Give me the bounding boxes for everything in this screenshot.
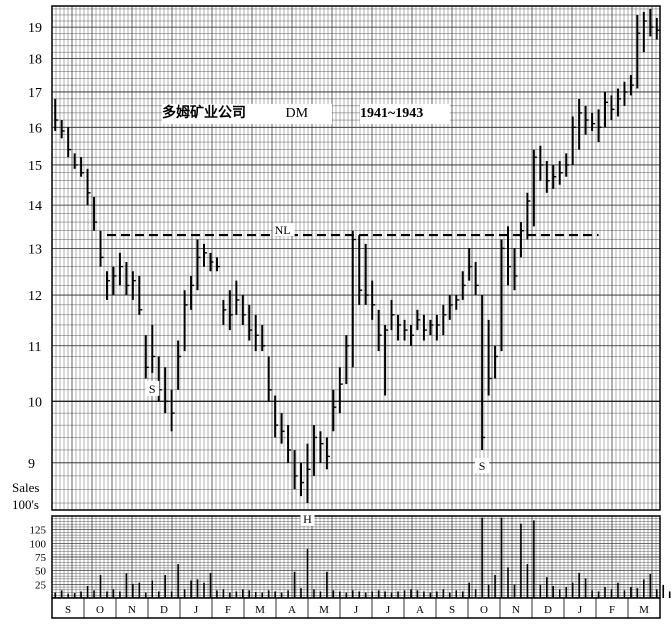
chart-frame [51,5,661,619]
annotation-bg [145,380,160,396]
pattern-annotation-s: S [479,459,486,473]
month-tick-label: M [319,604,329,616]
month-tick-label: D [160,604,168,616]
volume-axis-unit: 100's [12,497,39,512]
month-axis-strip [51,597,661,619]
annotation-bg [475,457,490,473]
month-tick-label: O [96,604,104,616]
price-tick-label: 12 [28,289,42,304]
month-tick-label: F [225,604,231,616]
volume-bars [54,517,671,598]
pattern-annotation-s: S [149,382,156,396]
volume-tick-label: 25 [35,579,47,591]
chart-title: 多姆矿业公司 DM [162,104,332,124]
neckline-label-bg [272,223,295,237]
month-tick-label: M [255,604,265,616]
price-panel-border [51,5,661,511]
price-tick-label: 9 [28,457,35,472]
month-tick-label: O [480,604,488,616]
price-tick-label: 11 [28,340,41,355]
volume-tick-label: 50 [35,566,47,578]
month-tick-label: D [544,604,552,616]
month-tick-label: S [449,604,455,616]
month-tick-label: A [416,604,424,616]
ticker-symbol: DM [285,106,309,121]
period-label: 1941~1943 [360,104,450,124]
volume-tick-label: 125 [30,525,47,537]
month-tick-label: J [386,604,391,616]
month-tick-label: J [354,604,359,616]
volume-tick-label: 75 [35,552,47,564]
month-tick-label: J [194,604,199,616]
pattern-annotations: S H S [145,380,490,527]
price-bars [54,8,660,504]
price-tick-label: 16 [28,121,42,136]
period-text: 1941~1943 [360,106,424,121]
price-tick-label: 10 [28,395,42,410]
price-tick-labels: 9 10 11 12 13 14 15 16 17 18 19 [28,21,42,472]
month-tick-label: F [609,604,615,616]
price-tick-label: 17 [28,86,42,101]
price-tick-label: 14 [28,199,42,214]
month-tick-label: M [639,604,649,616]
month-tick-label: S [65,604,71,616]
month-tick-label: N [512,604,520,616]
price-tick-label: 19 [28,21,42,36]
price-tick-label: 18 [28,53,42,68]
grid [51,6,661,598]
month-tick-label: N [128,604,136,616]
month-tick-label: J [578,604,583,616]
volume-axis-label: Sales [12,480,39,495]
pattern-annotation-h: H [303,512,312,526]
annotation-bg [300,511,315,527]
month-tick-label: A [288,604,296,616]
company-name: 多姆矿业公司 [162,106,246,121]
price-tick-label: 13 [28,242,42,257]
neckline-label: NL [275,223,291,237]
volume-tick-label: 100 [30,538,47,550]
price-tick-label: 15 [28,159,42,174]
